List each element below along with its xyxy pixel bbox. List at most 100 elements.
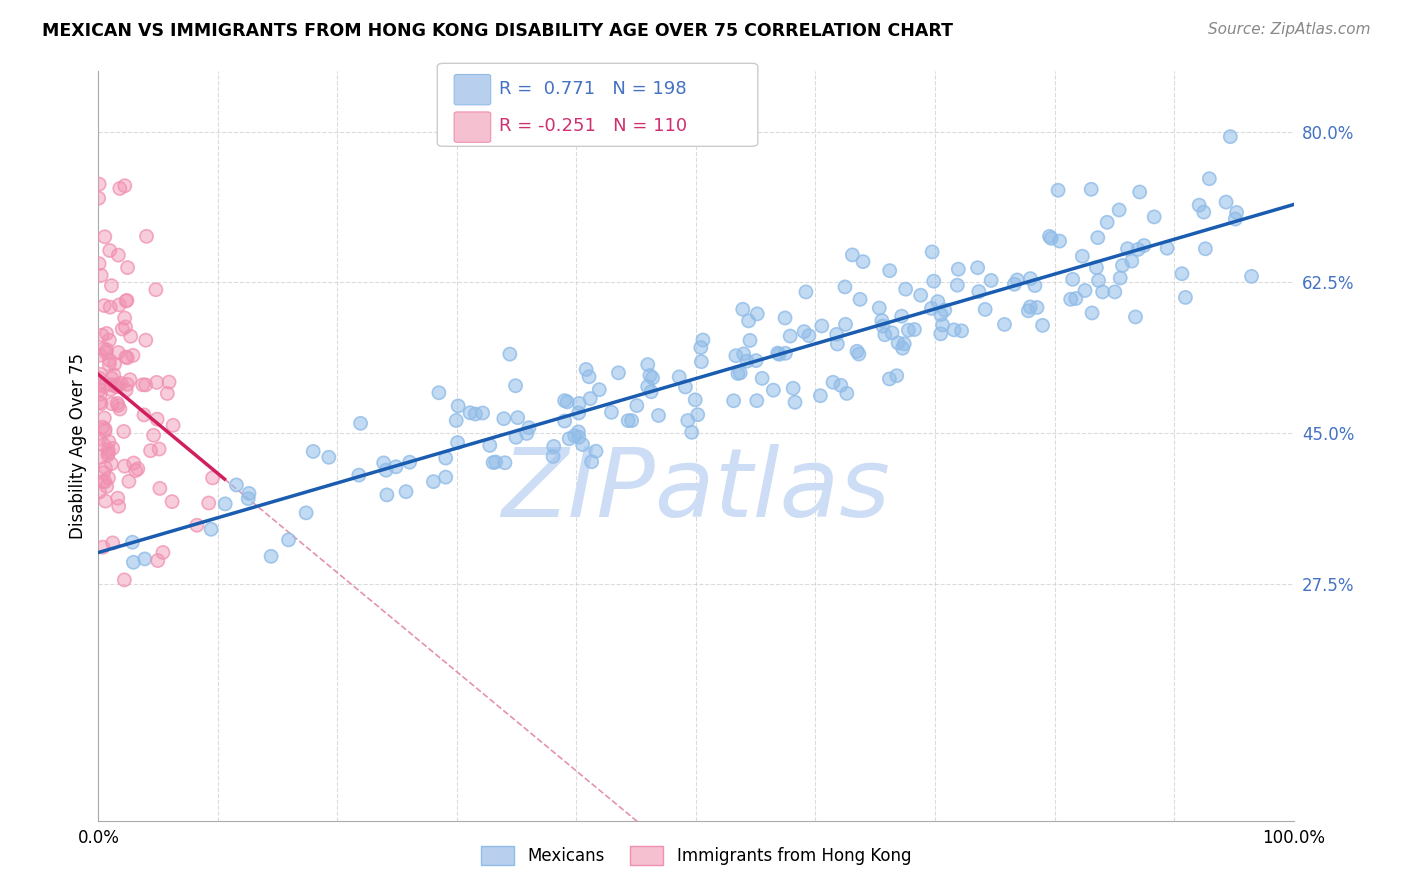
Point [120, 329, 142, 343]
Point [152, 545, 174, 559]
Point [91, 475, 114, 489]
Point [87, 257, 110, 271]
Point [948, 262, 970, 277]
Point [637, 379, 659, 393]
Point [894, 282, 917, 296]
Point [834, 318, 856, 332]
Point [101, 442, 124, 456]
Point [1125, 310, 1147, 324]
Point [103, 368, 125, 382]
Point [541, 450, 564, 464]
Point [638, 368, 661, 383]
Point [903, 322, 925, 336]
Point [794, 285, 817, 299]
Point [1126, 243, 1149, 257]
Point [821, 376, 844, 390]
Point [943, 323, 966, 337]
Point [1049, 234, 1071, 248]
Point [692, 333, 714, 347]
Point [112, 573, 135, 587]
Point [478, 438, 501, 452]
Point [768, 347, 790, 361]
Point [94, 475, 117, 489]
Point [738, 334, 761, 348]
Point [107, 248, 129, 262]
Text: MEXICAN VS IMMIGRANTS FROM HONG KONG DISABILITY AGE OVER 75 CORRELATION CHART: MEXICAN VS IMMIGRANTS FROM HONG KONG DIS… [42, 22, 953, 40]
Point [517, 420, 540, 434]
Point [1064, 292, 1087, 306]
Point [1240, 269, 1263, 284]
Point [578, 369, 600, 384]
Point [607, 366, 630, 380]
Point [852, 254, 875, 268]
Point [118, 475, 141, 489]
Point [127, 462, 149, 476]
Point [738, 334, 761, 348]
Point [1240, 269, 1263, 284]
Point [1080, 182, 1102, 196]
Point [733, 347, 755, 361]
Point [846, 344, 869, 359]
Point [834, 280, 856, 294]
Point [98, 333, 121, 347]
Point [107, 399, 129, 413]
Point [122, 456, 145, 470]
Point [444, 413, 467, 427]
Point [482, 456, 505, 470]
Point [100, 278, 122, 293]
Point [93, 342, 115, 356]
Point [568, 396, 591, 410]
Point [571, 437, 593, 451]
Point [94, 424, 117, 438]
Point [555, 395, 578, 409]
Point [89, 368, 111, 382]
Point [160, 494, 183, 508]
Point [783, 395, 806, 409]
Point [93, 411, 115, 425]
Point [107, 500, 129, 514]
Point [1109, 271, 1132, 285]
Point [214, 497, 236, 511]
Point [90, 450, 112, 465]
Point [471, 406, 494, 420]
Point [808, 389, 831, 403]
Point [100, 383, 122, 397]
Point [1017, 303, 1039, 318]
Point [146, 412, 169, 426]
Point [124, 464, 146, 478]
Point [90, 450, 112, 465]
Point [825, 327, 848, 342]
Point [1071, 249, 1094, 263]
Point [1215, 195, 1237, 210]
Point [762, 383, 785, 397]
Point [1194, 242, 1216, 256]
Point [797, 328, 820, 343]
Point [115, 293, 138, 308]
Point [1156, 241, 1178, 255]
Point [101, 397, 124, 411]
Point [134, 552, 156, 566]
Point [135, 377, 157, 392]
Point [890, 309, 912, 323]
Point [993, 318, 1015, 332]
Point [395, 484, 418, 499]
Point [89, 378, 111, 392]
Point [637, 358, 659, 372]
Point [91, 475, 114, 489]
Point [773, 310, 796, 325]
Point [114, 350, 136, 364]
Point [870, 313, 893, 327]
Point [727, 367, 749, 381]
Point [375, 463, 398, 477]
Point [929, 308, 952, 322]
Point [434, 451, 457, 466]
Point [1129, 185, 1152, 199]
Point [581, 455, 603, 469]
Point [117, 377, 139, 392]
Point [115, 293, 138, 308]
Point [494, 456, 516, 470]
Point [676, 413, 699, 427]
Point [110, 376, 132, 391]
Point [238, 491, 260, 506]
Point [108, 181, 131, 195]
